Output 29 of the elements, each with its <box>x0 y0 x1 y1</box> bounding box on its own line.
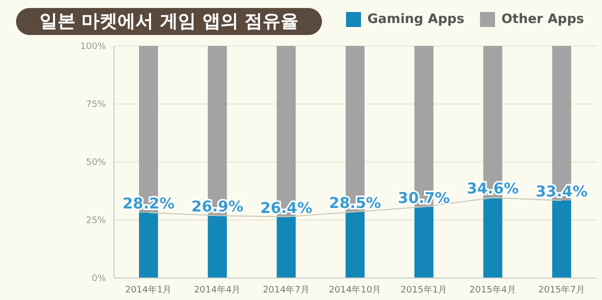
x-tick-label: 2015年7月 <box>538 284 585 296</box>
x-tick-label: 2014年4月 <box>194 284 241 296</box>
bar <box>552 200 572 278</box>
y-tick-label: 50% <box>86 158 106 168</box>
bar <box>346 212 365 278</box>
bar <box>414 206 434 278</box>
chart-title: 일본 마켓에서 게임 앱의 점유율 <box>16 8 322 35</box>
y-tick-label: 75% <box>86 100 106 110</box>
data-label: 28.5% <box>329 194 382 212</box>
x-tick-label: 2015年4月 <box>469 284 516 296</box>
x-tick-label: 2015年1月 <box>400 284 448 296</box>
legend-label: Gaming Apps <box>367 12 464 27</box>
y-tick-label: 0% <box>92 274 106 284</box>
x-tick-label: 2014年7月 <box>262 284 310 296</box>
data-label: 30.7% <box>398 188 450 207</box>
data-label: 34.6% <box>466 180 519 198</box>
legend-label: Other Apps <box>501 12 584 27</box>
data-label: 26.4% <box>260 198 312 217</box>
x-tick-label: 2014年10月 <box>328 284 382 296</box>
data-label: 28.2% <box>122 194 175 213</box>
data-label: 26.9% <box>191 198 244 216</box>
data-label: 33.4% <box>536 182 588 201</box>
bar <box>483 198 502 278</box>
y-tick-label: 100% <box>80 42 106 52</box>
bar <box>208 216 227 278</box>
bar <box>276 216 296 278</box>
x-tick-label: 2014年1月 <box>125 284 172 296</box>
y-tick-label: 25% <box>86 216 106 226</box>
bar <box>139 212 158 278</box>
